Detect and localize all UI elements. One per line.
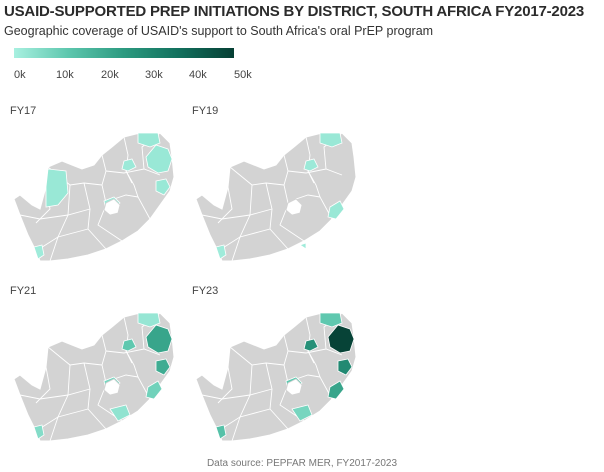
panel-label-fy17: FY17 — [10, 105, 37, 117]
district-border — [307, 350, 333, 400]
district-northwest-large — [45, 168, 69, 208]
district-border — [19, 208, 91, 220]
district-border — [125, 170, 151, 220]
page-title: USAID-SUPPORTED PREP INITIATIONS BY DIST… — [4, 3, 584, 20]
district-border — [287, 348, 343, 356]
district-border — [113, 374, 139, 380]
district-limpopo-north — [319, 132, 343, 148]
lesotho-enclave — [103, 198, 121, 216]
district-mpumalanga-east — [145, 144, 173, 174]
district-border — [231, 184, 253, 262]
panel-label-fy21: FY21 — [10, 285, 37, 297]
district-border — [295, 194, 321, 200]
district-gauteng-a — [303, 158, 319, 172]
district-kzn-coast — [145, 380, 163, 400]
district-westerncape-tip — [215, 244, 227, 260]
district-kzn-coast — [327, 380, 345, 400]
district-limpopo-north — [137, 312, 161, 328]
map-fy23 — [195, 312, 357, 442]
data-source-note: Data source: PEPFAR MER, FY2017-2023 — [206, 458, 398, 469]
district-border — [113, 194, 139, 200]
legend-tick-10k: 10k — [56, 69, 74, 81]
district-border — [201, 208, 273, 220]
district-border — [19, 388, 91, 400]
map-fy19 — [195, 132, 357, 262]
district-border — [283, 334, 289, 384]
district-limpopo-north — [137, 132, 161, 148]
district-easterncape-mid — [109, 404, 131, 422]
district-westerncape-tip — [33, 244, 45, 260]
color-legend: 0k 10k 20k 30k 40k 50k — [14, 48, 252, 84]
district-border — [125, 350, 151, 400]
district-border — [35, 228, 89, 252]
map-fy21 — [13, 312, 175, 442]
district-border — [265, 362, 289, 430]
district-border — [279, 209, 305, 242]
district-border — [83, 182, 107, 250]
district-border — [101, 154, 107, 204]
map-fy17 — [13, 132, 175, 262]
legend-gradient-bar — [14, 48, 234, 58]
country-outline — [195, 132, 357, 262]
district-kzn-north — [155, 358, 171, 376]
district-gauteng-a — [121, 158, 137, 172]
district-gauteng-a — [303, 338, 319, 352]
district-kzn-north — [337, 358, 353, 376]
district-border — [287, 168, 343, 176]
district-border — [83, 362, 107, 430]
district-border — [229, 346, 285, 366]
legend-tick-20k: 20k — [101, 69, 119, 81]
district-border — [217, 408, 271, 432]
district-border — [231, 364, 253, 442]
legend-tick-40k: 40k — [189, 69, 207, 81]
district-border — [97, 209, 123, 242]
panel-label-fy19: FY19 — [192, 105, 219, 117]
district-border — [101, 334, 107, 384]
district-border — [201, 388, 273, 400]
district-westerncape-tip — [215, 424, 227, 440]
district-westerncape-tip — [33, 424, 45, 440]
lesotho-enclave — [103, 378, 121, 396]
district-border — [217, 366, 233, 404]
district-mpumalanga-east — [145, 324, 173, 354]
district-border — [217, 228, 271, 252]
lesotho-enclave — [285, 198, 303, 216]
district-border — [283, 154, 289, 204]
district-border — [229, 166, 285, 186]
panel-label-fy23: FY23 — [192, 285, 219, 297]
district-border — [35, 408, 89, 432]
district-border — [105, 348, 161, 356]
legend-tick-50k: 50k — [234, 69, 252, 81]
district-border — [265, 182, 289, 250]
page-subtitle: Geographic coverage of USAID's support t… — [4, 24, 434, 38]
district-border — [105, 168, 161, 176]
district-border — [49, 364, 71, 442]
district-kzn-north — [155, 178, 171, 196]
district-kzn-coast — [327, 200, 345, 220]
legend-tick-30k: 30k — [145, 69, 163, 81]
district-border — [295, 374, 321, 380]
district-easterncape-dot — [299, 242, 307, 250]
district-border — [217, 186, 233, 224]
district-limpopo-north — [319, 312, 343, 328]
district-border — [35, 366, 51, 404]
district-gauteng-a — [121, 338, 137, 352]
lesotho-enclave — [285, 378, 303, 396]
legend-tick-0: 0k — [14, 69, 26, 81]
district-border — [49, 184, 71, 262]
district-mpumalanga-east — [327, 324, 355, 354]
district-easterncape-mid — [291, 404, 313, 422]
district-border — [307, 170, 333, 220]
district-border — [47, 346, 103, 366]
